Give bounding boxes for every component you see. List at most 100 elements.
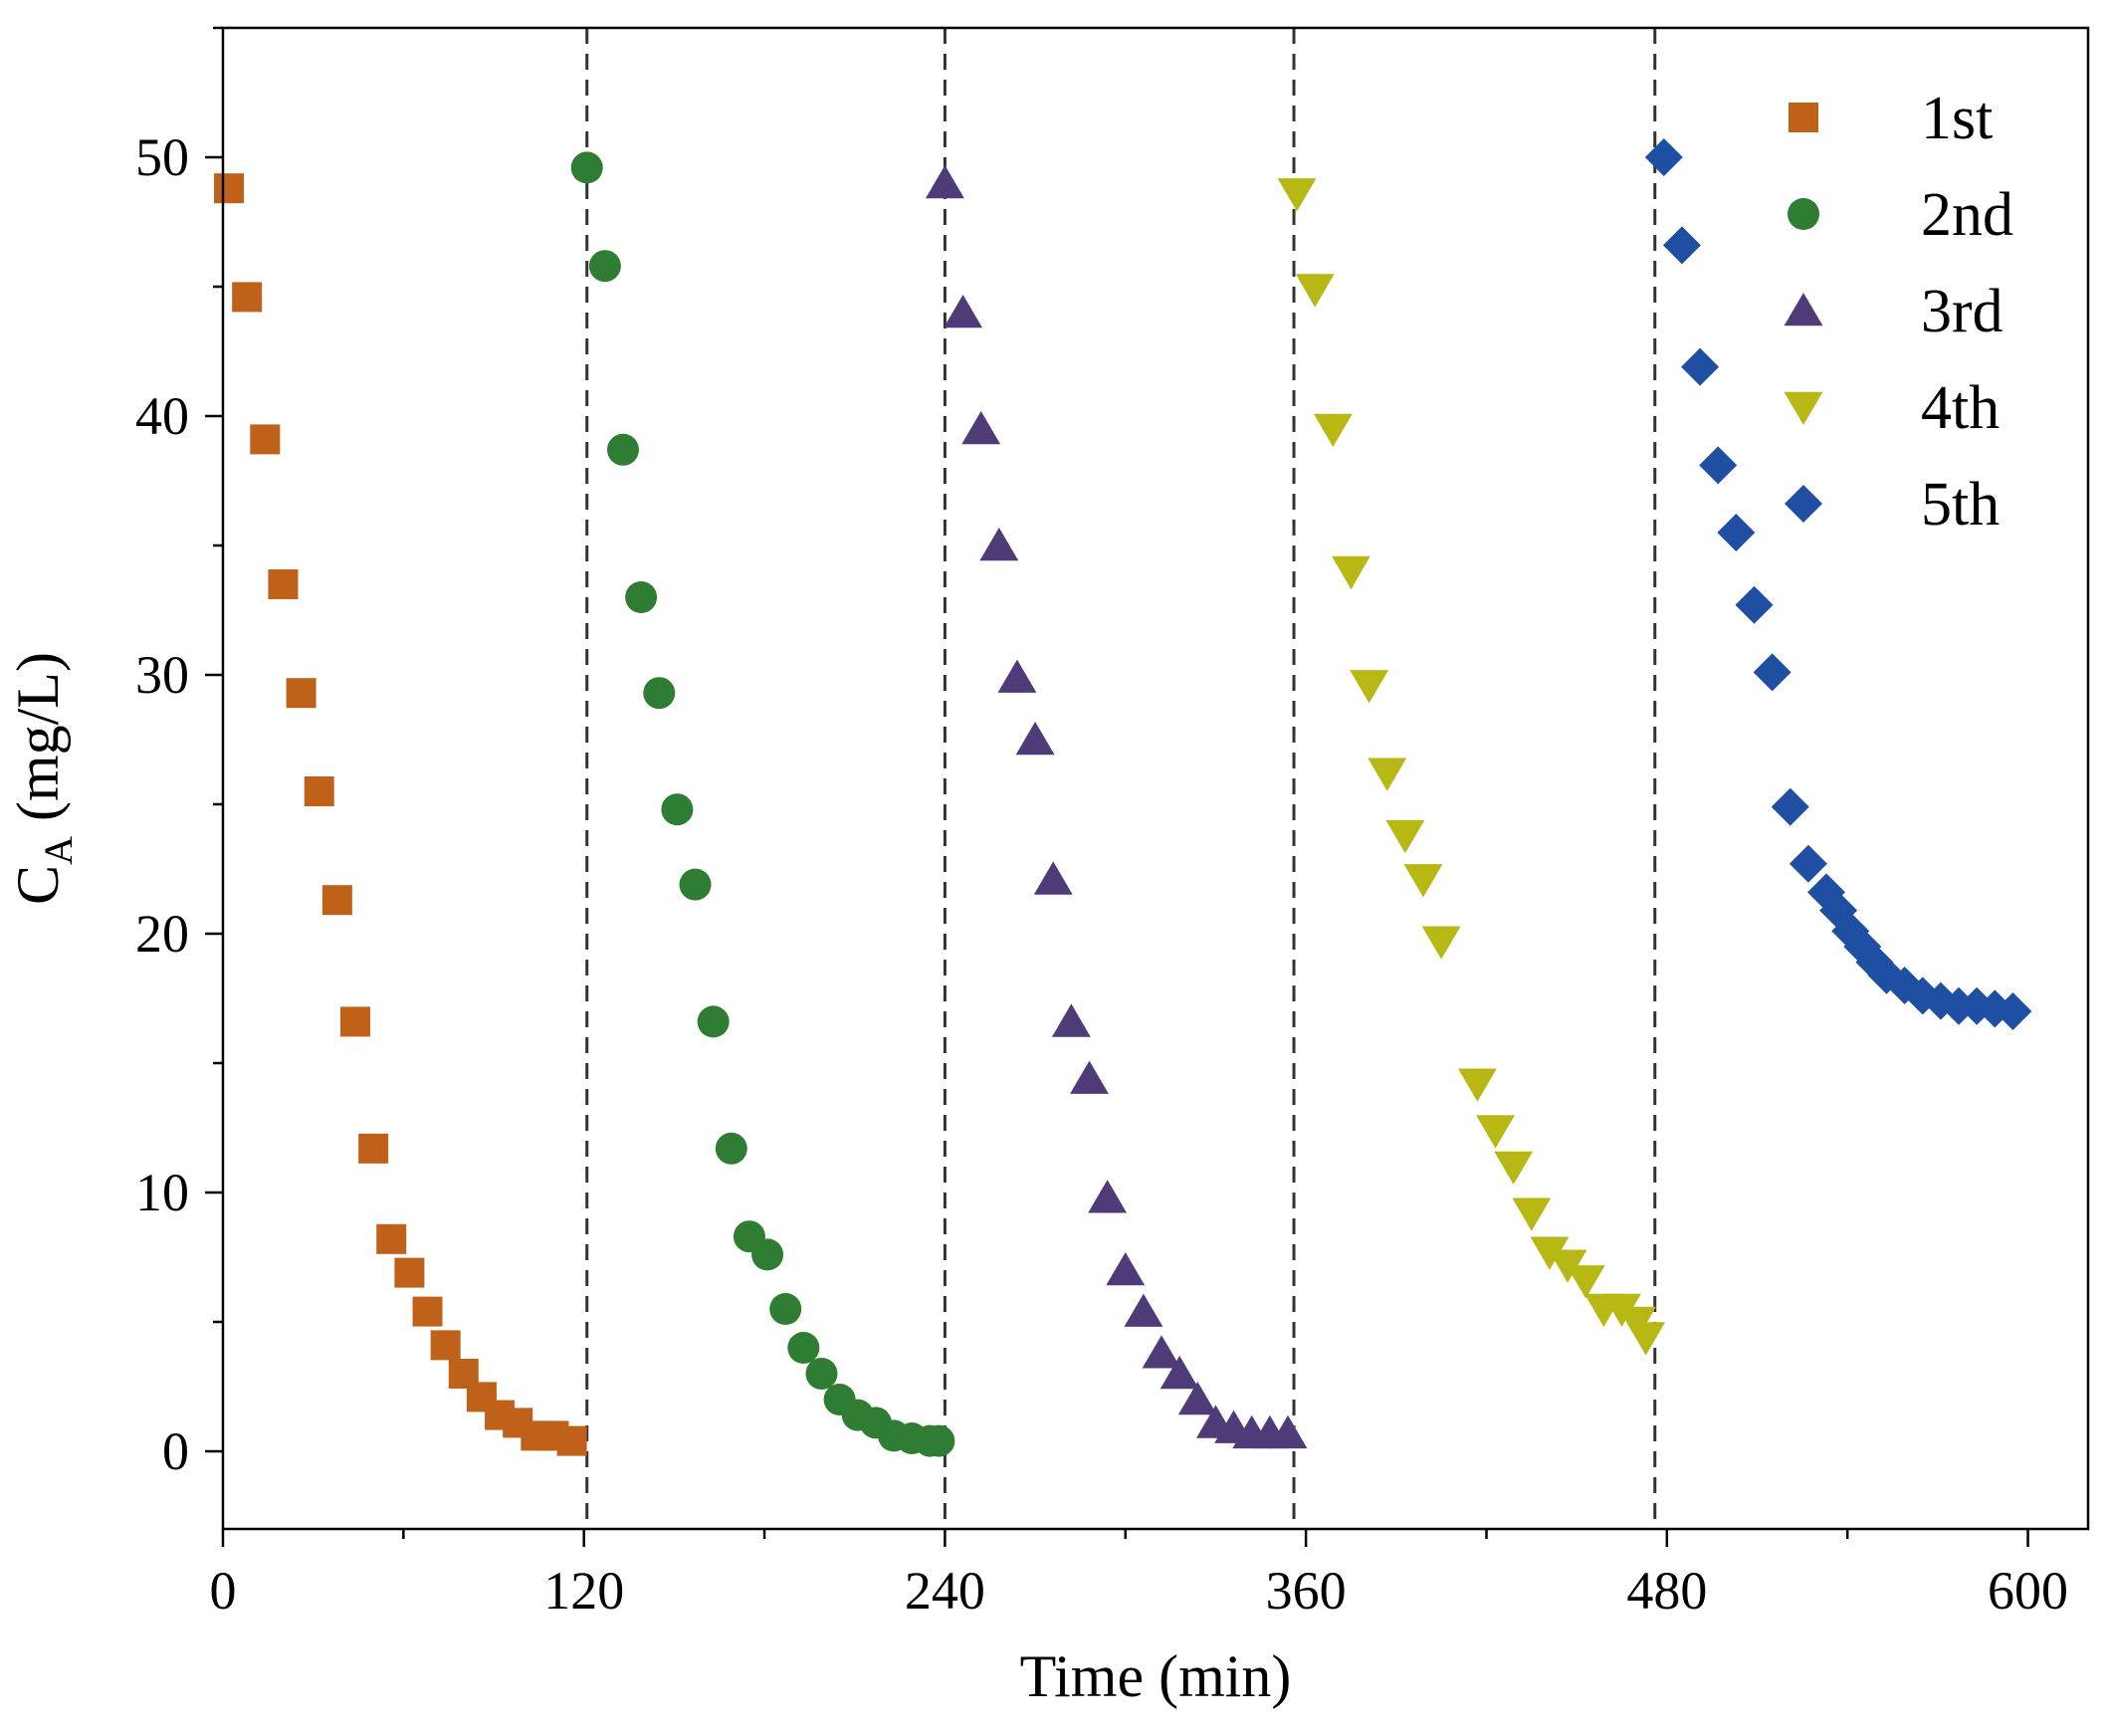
data-point (1403, 864, 1443, 898)
y-axis-title-main: C (5, 865, 71, 905)
x-tick-label: 480 (1626, 1561, 1707, 1621)
data-point (1106, 1252, 1146, 1286)
y-tick-label: 0 (162, 1421, 189, 1481)
data-point (1771, 787, 1809, 826)
data-point (1177, 1382, 1217, 1415)
data-point (588, 250, 621, 283)
data-point (769, 1293, 802, 1325)
x-tick-label: 240 (905, 1561, 985, 1621)
data-series-layer (214, 138, 2032, 1457)
x-tick-label: 360 (1266, 1561, 1347, 1621)
y-tick-label: 10 (135, 1163, 189, 1222)
data-point (1385, 819, 1425, 854)
data-point (1268, 1414, 1308, 1449)
data-point (997, 659, 1037, 693)
data-point (1662, 226, 1701, 265)
legend-label: 2nd (1921, 181, 2013, 249)
data-point (805, 1358, 838, 1390)
y-tick-label: 40 (135, 386, 189, 446)
data-point (679, 868, 712, 901)
legend-marker (1789, 103, 1818, 132)
data-point (961, 411, 1001, 445)
series-1st (214, 173, 587, 1456)
data-point (1644, 138, 1683, 176)
data-point (1368, 758, 1407, 791)
data-point (1958, 986, 1997, 1025)
data-point (1033, 861, 1073, 895)
data-point (1350, 670, 1389, 704)
data-point (625, 581, 658, 613)
data-point (1051, 1003, 1091, 1037)
data-point (304, 776, 334, 806)
legend-label: 3rd (1921, 278, 2003, 345)
y-tick-label: 50 (135, 127, 189, 187)
data-point (1681, 347, 1720, 386)
data-point (1566, 1265, 1605, 1299)
data-point (430, 1330, 461, 1361)
x-axis-title: Time (min) (1020, 1643, 1292, 1709)
data-point (1142, 1335, 1181, 1369)
data-point (607, 433, 640, 466)
data-point (1277, 178, 1317, 212)
cycle-divider-lines (585, 28, 1657, 1529)
legend-marker (1784, 391, 1823, 425)
series-4th (1277, 178, 1666, 1356)
series-2nd (570, 151, 955, 1457)
x-tick-label: 600 (1988, 1561, 2068, 1621)
data-point (1626, 1322, 1666, 1356)
data-point (556, 1425, 587, 1456)
data-point (412, 1296, 443, 1327)
data-point (979, 528, 1019, 561)
y-axis-title: CA (mg/L) (5, 652, 81, 905)
data-point (1313, 413, 1353, 447)
y-axis-title-subscript: A (36, 836, 81, 865)
legend-marker (1784, 293, 1823, 326)
data-point (268, 569, 299, 599)
data-point (1332, 555, 1370, 589)
data-point (643, 677, 676, 710)
data-point (1494, 1151, 1534, 1185)
data-point (923, 1424, 955, 1457)
data-point (250, 424, 281, 455)
legend-marker (1785, 485, 1822, 523)
data-point (1421, 926, 1461, 960)
legend-label: 4th (1921, 374, 2000, 442)
data-point (214, 173, 245, 204)
x-tick-label: 120 (543, 1561, 624, 1621)
x-axis: 0 120 240 360 480 600 (210, 1529, 2068, 1621)
data-point (1735, 585, 1774, 624)
data-point (1476, 1115, 1515, 1149)
data-point (1124, 1293, 1163, 1327)
y-tick-label: 30 (135, 645, 189, 705)
data-point (1512, 1197, 1552, 1231)
data-point (570, 151, 603, 184)
legend-marker (1788, 198, 1819, 230)
data-point (376, 1223, 407, 1254)
data-point (358, 1133, 389, 1164)
series-5th (1644, 138, 2032, 1030)
data-point (1159, 1356, 1199, 1390)
data-point (697, 1005, 730, 1038)
y-tick-label: 20 (135, 904, 189, 964)
legend-label: 1st (1921, 85, 1993, 152)
data-point (1789, 844, 1827, 883)
data-point (1717, 514, 1756, 551)
data-point (1753, 653, 1791, 692)
legend: 1st 2nd 3rd 4th 5th (1784, 85, 2013, 539)
data-point (321, 885, 352, 916)
data-point (1530, 1236, 1570, 1270)
data-point (339, 1006, 370, 1037)
data-point (925, 165, 964, 199)
data-point (286, 678, 316, 709)
data-point (661, 793, 694, 826)
data-point (394, 1257, 425, 1288)
data-point (1295, 274, 1335, 308)
data-point (751, 1238, 784, 1271)
legend-label: 5th (1921, 471, 2000, 539)
data-point (787, 1332, 820, 1364)
series-3rd (925, 165, 1308, 1449)
data-point (1457, 1068, 1497, 1102)
data-point (715, 1132, 747, 1165)
data-point (1699, 446, 1738, 485)
